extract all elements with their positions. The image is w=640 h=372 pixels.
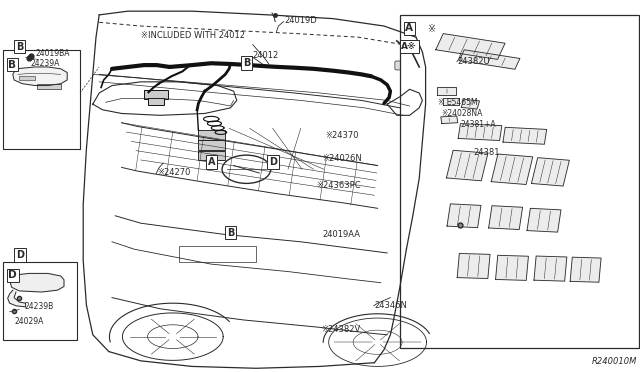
Text: R240010M: R240010M [591, 357, 637, 366]
Bar [3, 50, 80, 149]
Text: B: B [227, 228, 235, 237]
Polygon shape [460, 50, 520, 69]
Text: 24239B: 24239B [24, 302, 54, 311]
Text: ※ E5465M: ※ E5465M [438, 98, 478, 107]
Text: D: D [16, 250, 24, 260]
Polygon shape [10, 273, 64, 292]
Polygon shape [441, 116, 458, 124]
Text: ※24028NA: ※24028NA [442, 109, 483, 118]
Polygon shape [447, 150, 488, 181]
Polygon shape [443, 98, 459, 105]
Text: ※24270: ※24270 [157, 169, 190, 177]
Polygon shape [531, 158, 570, 186]
Text: ※24363PC: ※24363PC [316, 182, 361, 190]
Polygon shape [461, 99, 479, 109]
Text: ※: ※ [427, 24, 435, 34]
Polygon shape [492, 154, 532, 185]
Text: 24019D: 24019D [285, 16, 317, 25]
Text: ※24382V: ※24382V [321, 325, 360, 334]
Polygon shape [13, 67, 67, 86]
Polygon shape [534, 256, 567, 281]
Text: 24239A: 24239A [31, 59, 60, 68]
Bar [179, 246, 256, 262]
Text: A※: A※ [401, 42, 417, 51]
Text: ※24370: ※24370 [325, 131, 358, 140]
Bar [198, 130, 225, 140]
Text: ※24026N: ※24026N [322, 154, 362, 163]
Text: 24012: 24012 [253, 51, 279, 60]
Text: 24346N: 24346N [374, 301, 407, 310]
Polygon shape [570, 257, 601, 282]
Text: 24382U: 24382U [458, 57, 490, 66]
Text: B: B [8, 60, 17, 70]
Polygon shape [527, 208, 561, 232]
Polygon shape [488, 206, 523, 230]
Bar [198, 151, 225, 160]
Text: 24381+A: 24381+A [461, 120, 497, 129]
Polygon shape [8, 290, 26, 307]
Text: 24019AA: 24019AA [322, 230, 360, 239]
Text: D: D [8, 270, 17, 280]
Polygon shape [436, 33, 505, 60]
Text: ※INCLUDED WITH 24012: ※INCLUDED WITH 24012 [141, 31, 245, 40]
Text: 24381: 24381 [474, 148, 500, 157]
Text: A: A [405, 23, 413, 33]
Polygon shape [458, 124, 502, 141]
Polygon shape [447, 204, 481, 228]
Bar [400, 15, 639, 348]
Polygon shape [437, 87, 456, 95]
Text: D: D [269, 157, 277, 167]
Text: B: B [16, 42, 24, 51]
Bar [148, 98, 164, 105]
FancyBboxPatch shape [395, 61, 418, 70]
Text: 24029A: 24029A [14, 317, 44, 326]
Text: A: A [208, 157, 216, 167]
Polygon shape [495, 255, 529, 280]
Text: B: B [243, 58, 251, 68]
Bar [19, 76, 35, 80]
Text: 24019BA: 24019BA [35, 49, 70, 58]
Polygon shape [503, 127, 547, 144]
Bar [198, 140, 225, 150]
Bar [37, 84, 61, 89]
Polygon shape [457, 253, 490, 279]
Bar [144, 90, 168, 99]
Bar [3, 262, 77, 340]
